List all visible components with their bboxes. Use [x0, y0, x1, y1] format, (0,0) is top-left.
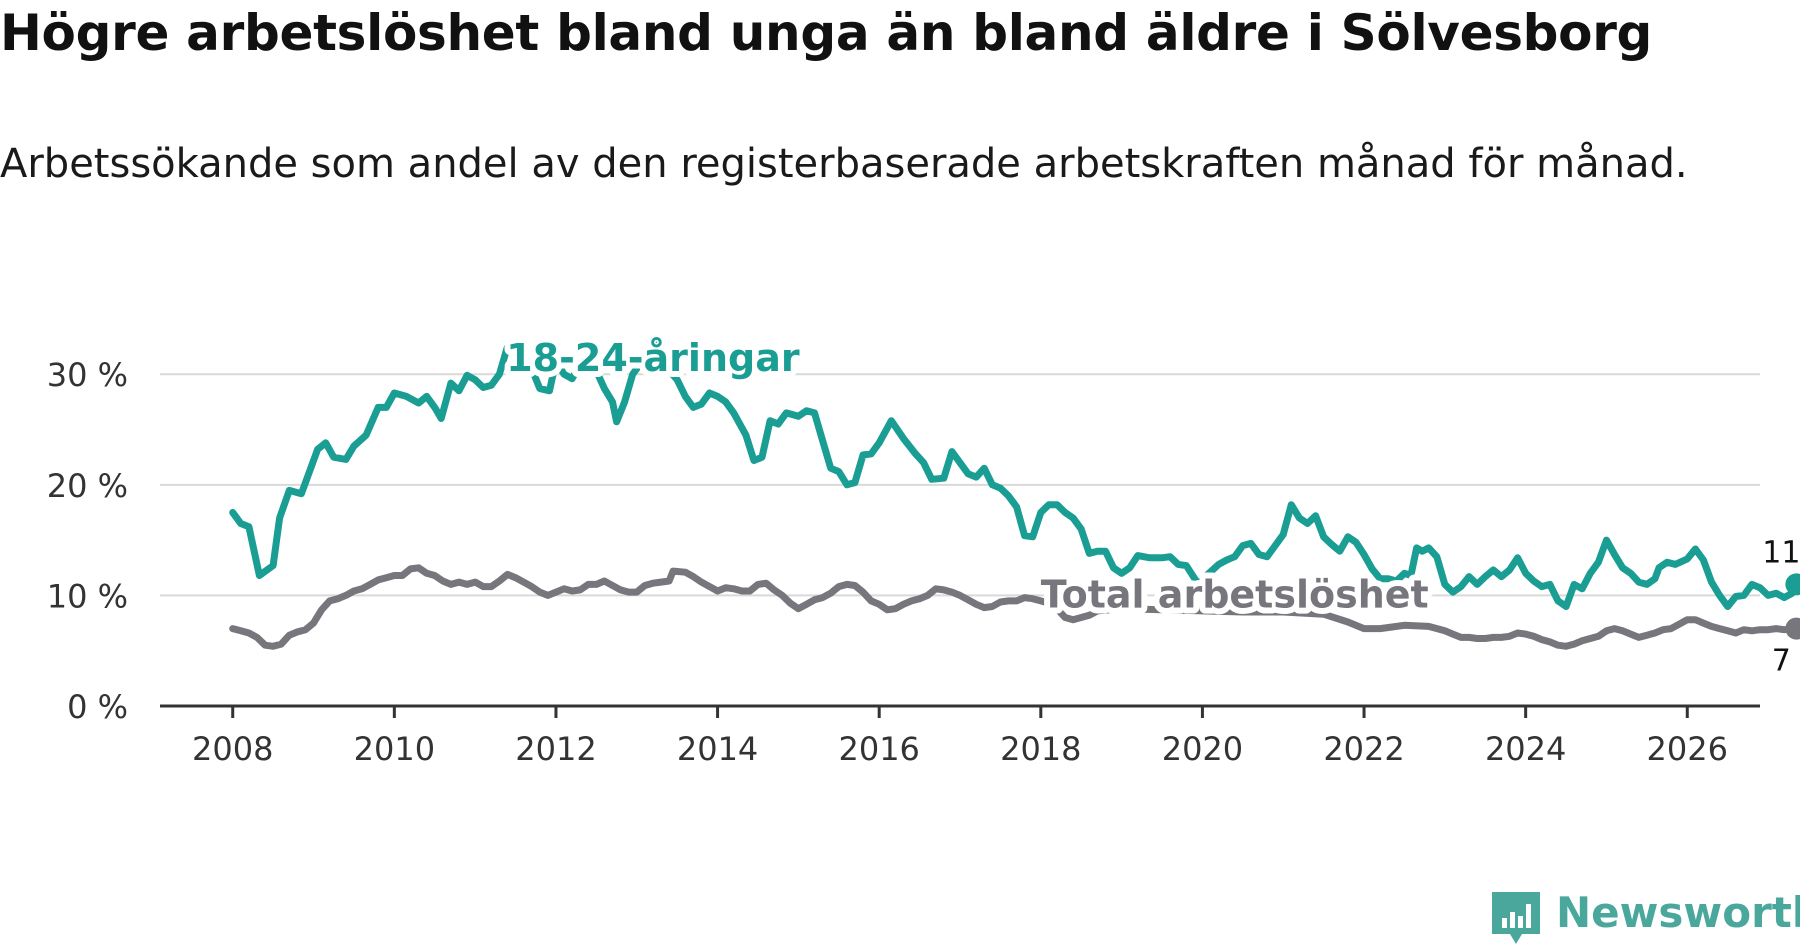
x-tick-label: 2008 [192, 730, 273, 768]
youth-series-line [229, 339, 1800, 610]
brand-name: Newsworthy [1556, 888, 1800, 937]
x-tick-label: 2024 [1485, 730, 1566, 768]
youth-series-label-halo: 18-24-åringar [506, 336, 800, 380]
x-tick-label: 2022 [1323, 730, 1404, 768]
total-end-label: 7 % [1772, 644, 1800, 679]
y-tick-label: 10 % [47, 577, 128, 615]
chart-subtitle: Arbetssökande som andel av den registerb… [0, 141, 1688, 187]
youth-end-label: 11 % [1762, 535, 1800, 570]
total-series-label-halo: Total arbetslöshet [1041, 573, 1429, 617]
youth-end-marker [1785, 573, 1800, 596]
y-tick-label: 0 % [67, 688, 128, 726]
x-tick-label: 2026 [1647, 730, 1728, 768]
y-tick-label: 20 % [47, 467, 128, 505]
total-series-line [229, 564, 1800, 650]
x-tick-label: 2020 [1162, 730, 1243, 768]
x-tick-label: 2012 [515, 730, 596, 768]
newsworthy-logo-icon [1492, 892, 1540, 944]
x-tick-label: 2016 [838, 730, 919, 768]
y-tick-label: 30 % [47, 356, 128, 394]
total-series-label: Total arbetslöshet [1041, 573, 1429, 617]
x-tick-label: 2014 [677, 730, 758, 768]
brand-logo: Newsworthy [1488, 888, 1800, 948]
x-tick-label: 2010 [354, 730, 435, 768]
total-end-marker [1785, 617, 1800, 640]
chart-title: Högre arbetslöshet bland unga än bland ä… [0, 4, 1653, 62]
youth-series-label: 18-24-åringar [506, 336, 800, 380]
x-tick-label: 2018 [1000, 730, 1081, 768]
